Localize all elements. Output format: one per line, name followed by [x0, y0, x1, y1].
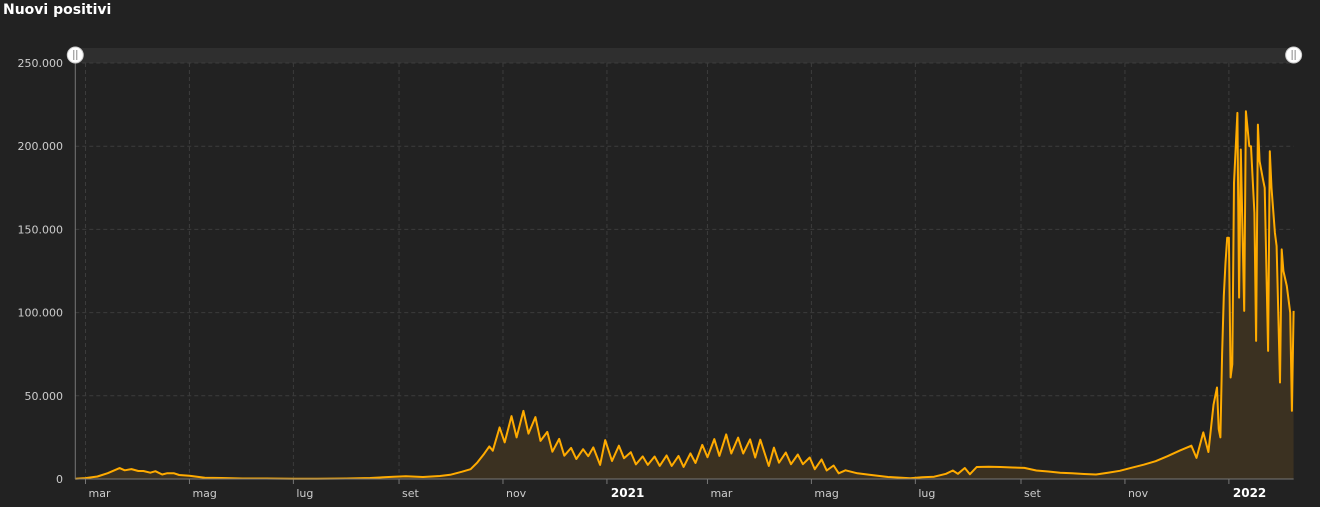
x-tick-label: mag	[814, 487, 838, 500]
x-tick-label: set	[402, 487, 419, 500]
navigator-band[interactable]	[75, 48, 1295, 63]
x-tick-label: 2021	[611, 486, 644, 500]
x-tick-label: mar	[89, 487, 111, 500]
navigator-handle-left[interactable]	[66, 46, 84, 64]
y-tick-label: 0	[56, 473, 63, 486]
x-tick-label: nov	[1128, 487, 1149, 500]
series-line	[75, 110, 1295, 480]
x-tick-label: 2022	[1233, 486, 1266, 500]
x-tick-label: mag	[192, 487, 216, 500]
chart-title: Nuovi positivi	[3, 2, 112, 18]
x-tick-label: mar	[710, 487, 732, 500]
y-tick-label: 50.000	[25, 390, 64, 403]
x-tick-label: nov	[506, 487, 527, 500]
x-tick-label: set	[1024, 487, 1041, 500]
y-tick-label: 150.000	[18, 223, 64, 236]
y-tick-label: 200.000	[18, 140, 64, 153]
x-tick-label: lug	[918, 487, 935, 500]
y-tick-label: 250.000	[18, 57, 64, 70]
navigator-handle-right[interactable]	[1285, 46, 1303, 64]
series-area	[75, 111, 1294, 480]
x-tick-label: lug	[296, 487, 313, 500]
y-tick-label: 100.000	[18, 307, 64, 320]
